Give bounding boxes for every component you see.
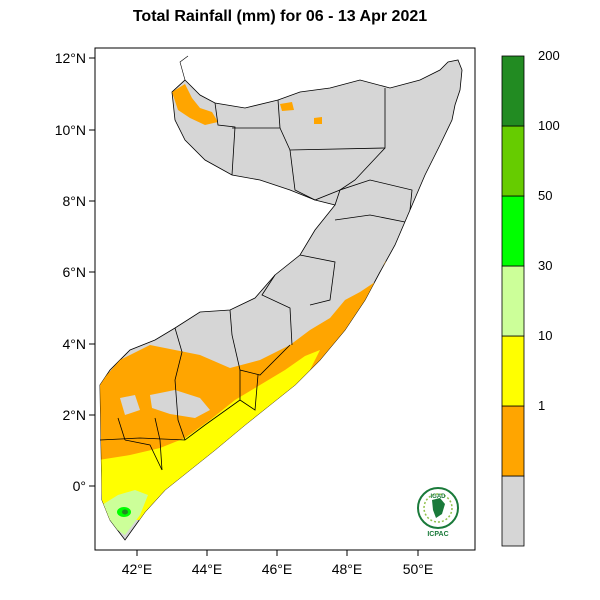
rainfall-zone-10-30 [100, 350, 320, 520]
colorbar-label: 200 [538, 48, 560, 63]
map-title: Total Rainfall (mm) for 06 - 13 Apr 2021 [132, 8, 428, 25]
logo-top-text: IGAD [431, 494, 447, 500]
rainfall-zone-100-200 [122, 509, 128, 515]
colorbar-bin [501, 475, 525, 547]
colorbar-bin [501, 335, 525, 407]
colorbar-bin [501, 195, 525, 267]
border-stub [171, 55, 189, 93]
colorbar-legend: 1 10 30 50 100 200 [501, 48, 560, 547]
lat-tick-label: 4°N [63, 336, 87, 352]
rainfall-zone-nw [172, 84, 218, 125]
colorbar-label: 10 [538, 328, 552, 343]
lat-tick-label: 8°N [63, 193, 87, 209]
colorbar-bin [501, 405, 525, 477]
icpac-logo: IGAD ICPAC [417, 487, 459, 538]
lon-tick-label: 46°E [262, 561, 293, 577]
colorbar-label: 30 [538, 258, 552, 273]
dry-patch-2 [120, 395, 140, 415]
lon-axis: 42°E 44°E 46°E 48°E 50°E [122, 550, 434, 577]
lat-tick-label: 12°N [55, 50, 86, 66]
region-boundaries [99, 88, 413, 471]
lat-tick-label: 2°N [63, 407, 87, 423]
colorbar-label: 50 [538, 188, 552, 203]
lon-tick-label: 42°E [122, 561, 153, 577]
lat-tick-label: 6°N [63, 264, 87, 280]
colorbar-bin [501, 55, 525, 127]
lat-tick-label: 10°N [55, 122, 86, 138]
rainfall-fields [100, 84, 400, 535]
lat-axis: 12°N 10°N 8°N 6°N 4°N 2°N 0° [55, 50, 95, 494]
logo-bottom-text: ICPAC [427, 531, 448, 538]
colorbar-bin [501, 125, 525, 197]
colorbar-label: 100 [538, 118, 560, 133]
colorbar-label: 1 [538, 398, 545, 413]
lon-tick-label: 48°E [332, 561, 363, 577]
lat-tick-label: 0° [73, 478, 86, 494]
rainfall-zone-north-spot-2 [314, 117, 322, 124]
rainfall-zone-north-spot [280, 102, 294, 111]
lon-tick-label: 44°E [192, 561, 223, 577]
colorbar-bin [501, 265, 525, 337]
lon-tick-label: 50°E [403, 561, 434, 577]
dry-patch-1 [150, 390, 210, 418]
